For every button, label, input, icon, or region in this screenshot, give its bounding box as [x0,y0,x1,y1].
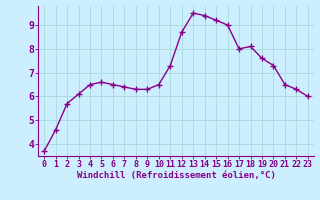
X-axis label: Windchill (Refroidissement éolien,°C): Windchill (Refroidissement éolien,°C) [76,171,276,180]
